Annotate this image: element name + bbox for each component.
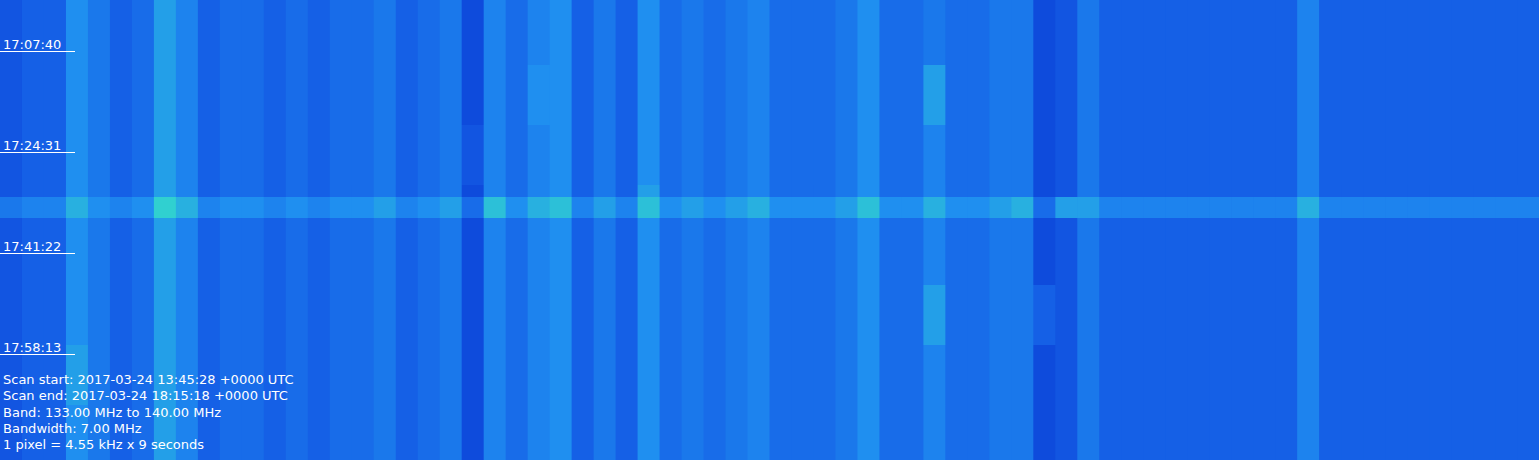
svg-text:Band: 133.00 MHz to 140.00 MHz: Band: 133.00 MHz to 140.00 MHz — [3, 405, 221, 420]
svg-text:17:58:13: 17:58:13 — [3, 340, 61, 355]
svg-text:17:07:40: 17:07:40 — [3, 37, 61, 52]
svg-text:17:24:31: 17:24:31 — [3, 138, 61, 153]
svg-text:1 pixel = 4.55 kHz x 9 seconds: 1 pixel = 4.55 kHz x 9 seconds — [3, 437, 204, 452]
svg-text:Scan end: 2017-03-24 18:15:18: Scan end: 2017-03-24 18:15:18 +0000 UTC — [3, 388, 288, 403]
svg-text:Scan start: 2017-03-24 13:45:2: Scan start: 2017-03-24 13:45:28 +0000 UT… — [3, 372, 294, 387]
svg-text:17:41:22: 17:41:22 — [3, 239, 61, 254]
svg-text:Bandwidth: 7.00 MHz: Bandwidth: 7.00 MHz — [3, 421, 142, 436]
